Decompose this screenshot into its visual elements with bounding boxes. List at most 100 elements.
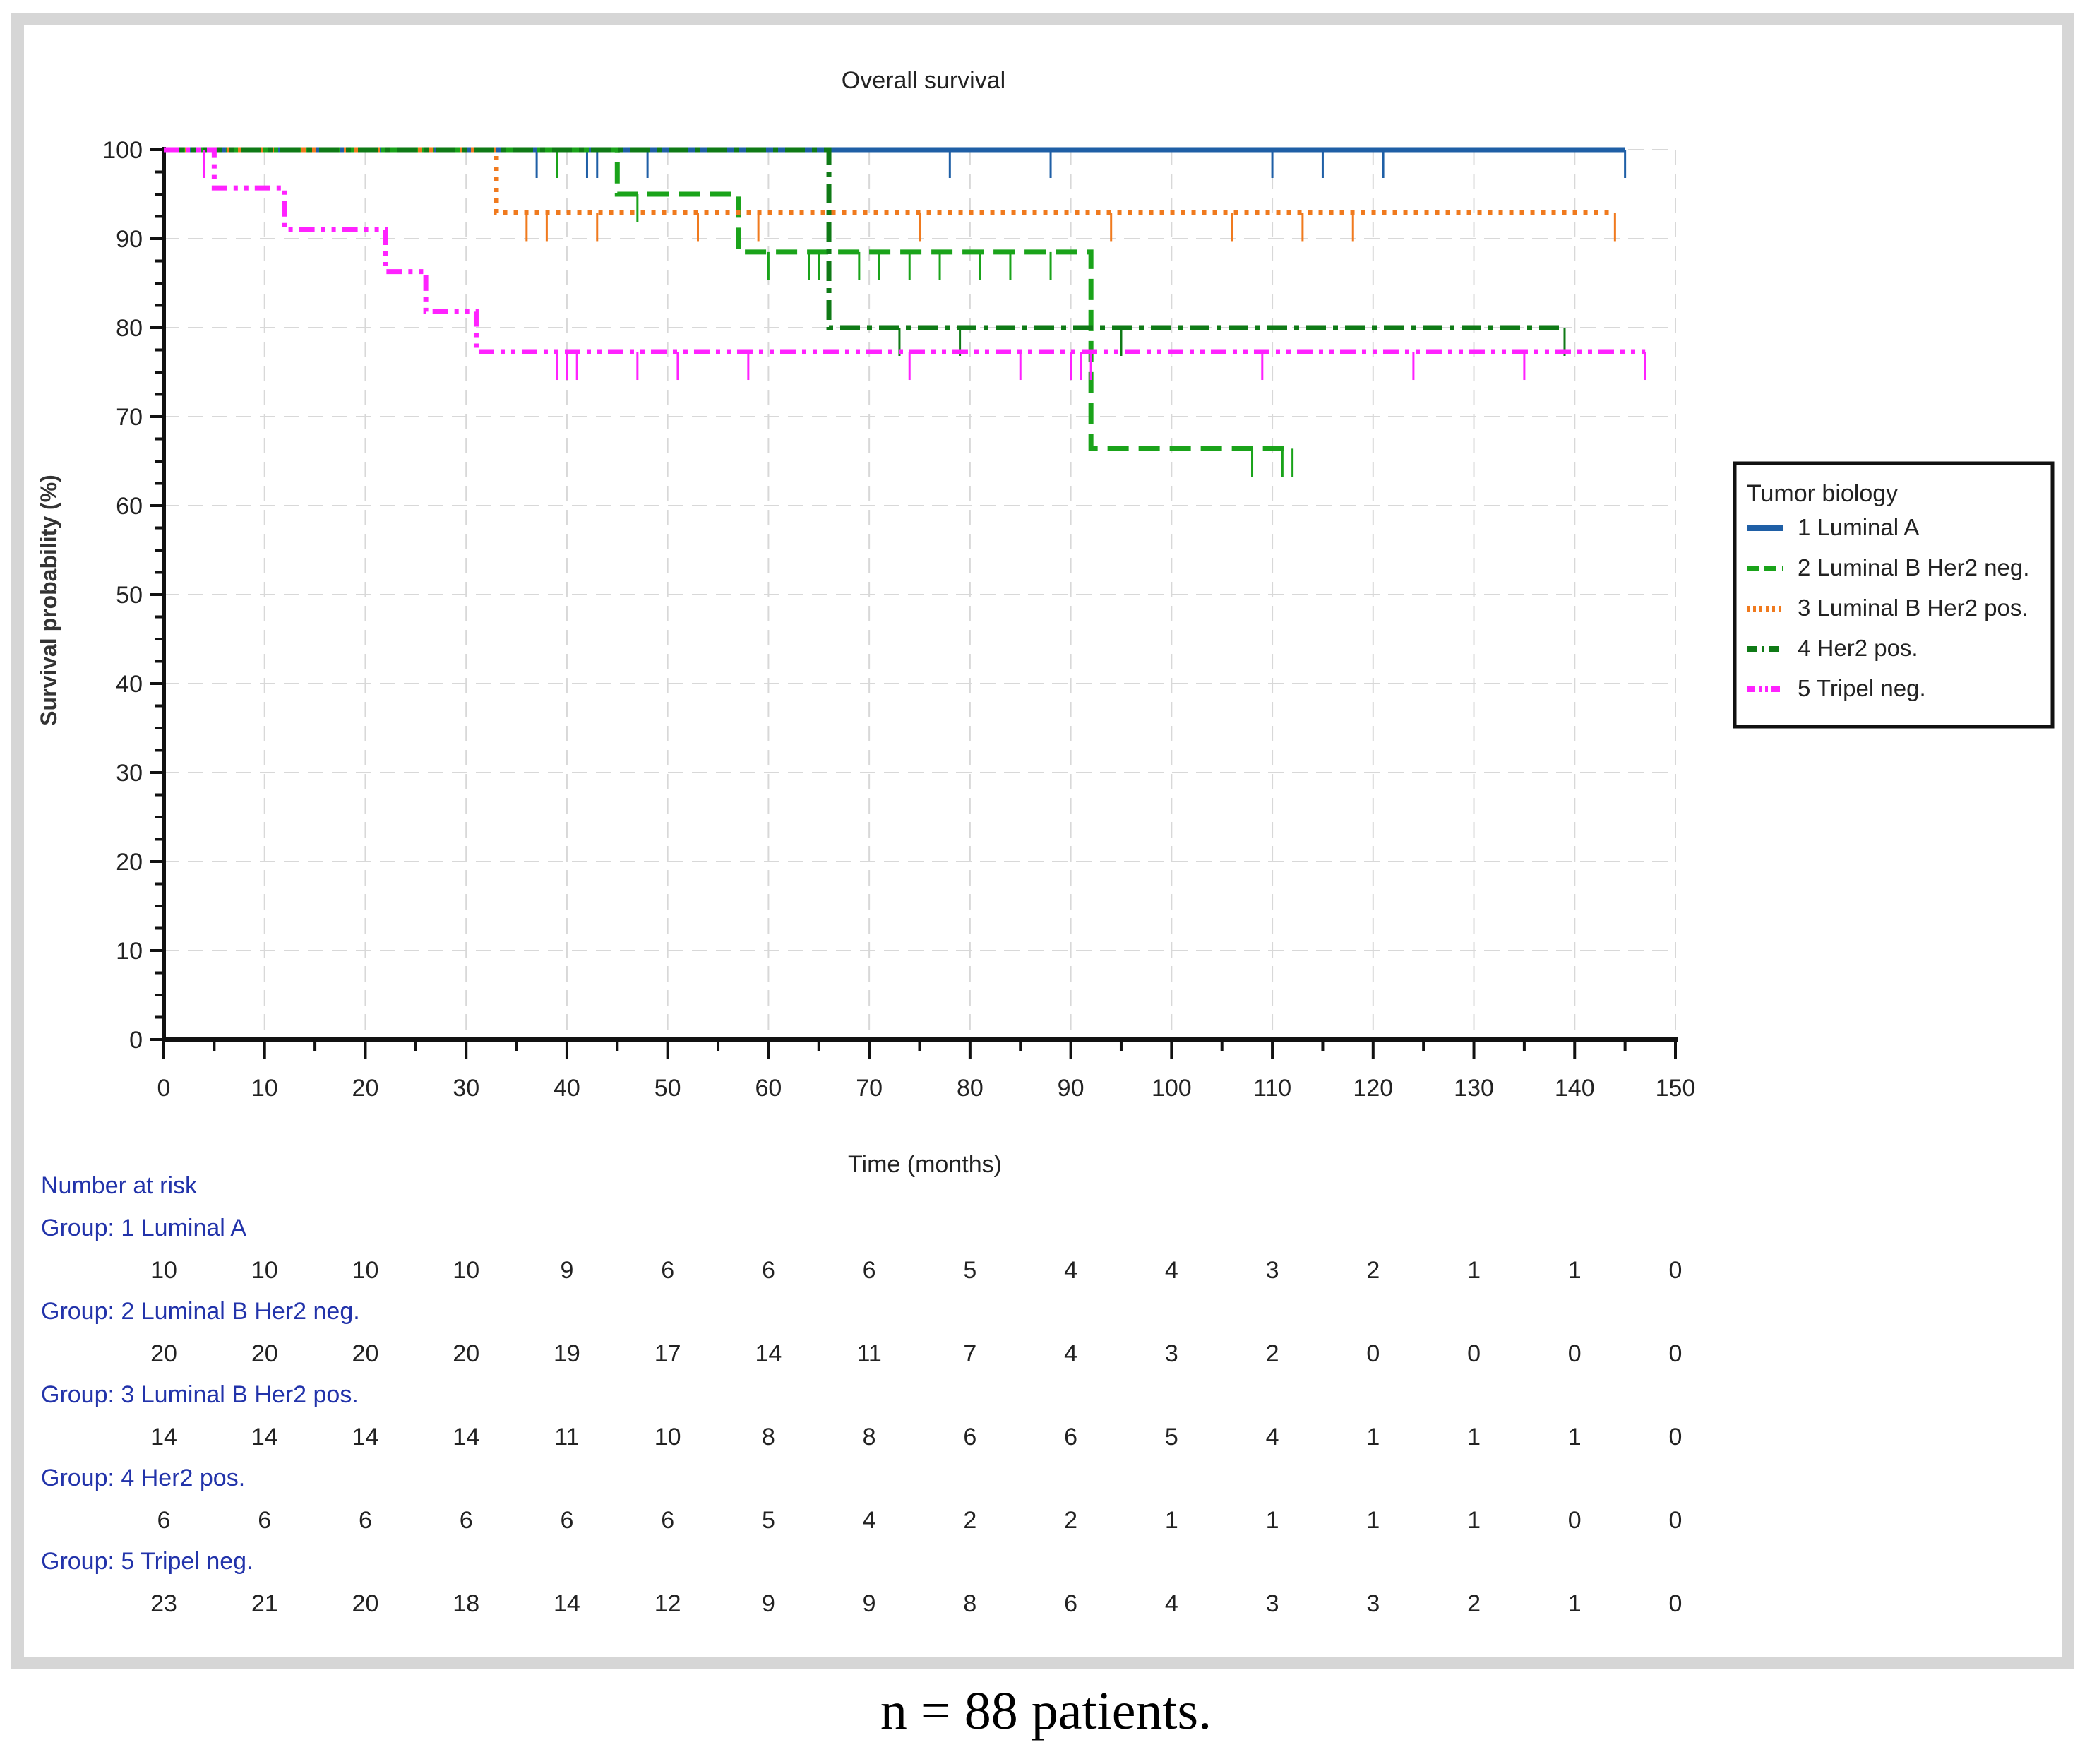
series-5 <box>164 150 1645 380</box>
risk-count: 4 <box>1064 1257 1077 1284</box>
series-lines <box>164 150 1645 477</box>
y-axis-label: Survival probability (%) <box>36 475 61 726</box>
x-tick-label: 30 <box>453 1075 479 1102</box>
risk-count: 8 <box>762 1424 775 1450</box>
risk-count: 1 <box>1165 1507 1178 1534</box>
y-tick-label: 100 <box>102 137 143 164</box>
risk-count: 18 <box>453 1590 479 1617</box>
legend-title: Tumor biology <box>1747 480 1898 507</box>
y-tick-label: 0 <box>129 1027 143 1054</box>
risk-count: 6 <box>1064 1590 1077 1617</box>
risk-count: 2 <box>963 1507 976 1534</box>
risk-count: 3 <box>1366 1590 1380 1617</box>
x-tick-label: 150 <box>1656 1075 1696 1102</box>
grid <box>164 150 1675 1039</box>
risk-count: 6 <box>963 1424 976 1450</box>
risk-count: 4 <box>1266 1424 1279 1450</box>
risk-count: 19 <box>554 1340 580 1367</box>
risk-count: 6 <box>1064 1424 1077 1450</box>
risk-count: 14 <box>554 1590 580 1617</box>
risk-count: 2 <box>1366 1257 1380 1284</box>
risk-count: 0 <box>1568 1507 1582 1534</box>
risk-count: 6 <box>661 1507 674 1534</box>
risk-count: 1 <box>1568 1590 1582 1617</box>
risk-count: 10 <box>251 1257 278 1284</box>
risk-count: 12 <box>655 1590 681 1617</box>
x-tick-label: 10 <box>251 1075 278 1102</box>
risk-count: 8 <box>963 1590 976 1617</box>
risk-count: 6 <box>157 1507 171 1534</box>
risk-count: 4 <box>1165 1257 1178 1284</box>
x-tick-label: 140 <box>1555 1075 1595 1102</box>
risk-count: 11 <box>856 1340 881 1367</box>
x-axis-label: Time (months) <box>848 1151 1002 1178</box>
risk-count: 20 <box>150 1340 177 1367</box>
legend-label: 3 Luminal B Her2 pos. <box>1798 595 2028 621</box>
y-tick-label: 80 <box>116 315 143 342</box>
x-tick-label: 130 <box>1454 1075 1494 1102</box>
risk-count: 0 <box>1669 1257 1682 1284</box>
series-line <box>164 150 1293 448</box>
risk-count: 0 <box>1366 1340 1380 1367</box>
risk-count: 0 <box>1669 1590 1682 1617</box>
risk-count: 0 <box>1669 1507 1682 1534</box>
legend-label: 1 Luminal A <box>1798 514 1919 540</box>
risk-count: 4 <box>863 1507 876 1534</box>
y-tick-label: 10 <box>116 938 143 965</box>
y-tick-label: 70 <box>116 404 143 431</box>
y-tick-label: 50 <box>116 582 143 609</box>
x-tick-label: 90 <box>1058 1075 1084 1102</box>
survival-chart: Overall survival 01020304050607080901000… <box>0 0 2092 1667</box>
risk-count: 10 <box>453 1257 479 1284</box>
risk-count: 6 <box>762 1257 775 1284</box>
series-line <box>164 150 1615 213</box>
series-1 <box>164 150 1625 178</box>
x-tick-label: 60 <box>755 1075 782 1102</box>
series-2 <box>164 150 1293 477</box>
risk-count: 4 <box>1064 1340 1077 1367</box>
x-tick-label: 80 <box>957 1075 984 1102</box>
legend: Tumor biology 1 Luminal A 2 Luminal B Her… <box>1735 463 2052 727</box>
risk-count: 10 <box>150 1257 177 1284</box>
risk-group-label: Group: 2 Luminal B Her2 neg. <box>41 1298 360 1325</box>
y-tick-label: 30 <box>116 760 143 787</box>
series-4 <box>164 150 1565 356</box>
risk-count: 20 <box>352 1340 379 1367</box>
risk-count: 3 <box>1165 1340 1178 1367</box>
risk-table: Group: 1 Luminal A10 10 10 10 9 6 6 6 5 4 4 3 2 1 1 0Gr… <box>41 1215 1682 1617</box>
risk-count: 17 <box>655 1340 681 1367</box>
x-tick-label: 70 <box>856 1075 883 1102</box>
x-tick-label: 120 <box>1353 1075 1393 1102</box>
risk-count: 14 <box>755 1340 782 1367</box>
risk-count: 0 <box>1467 1340 1481 1367</box>
risk-count: 9 <box>762 1590 775 1617</box>
risk-count: 20 <box>453 1340 479 1367</box>
chart-title: Overall survival <box>842 67 1005 94</box>
y-tick-label: 40 <box>116 671 143 698</box>
risk-count: 14 <box>150 1424 177 1450</box>
risk-count: 23 <box>150 1590 177 1617</box>
risk-count: 3 <box>1266 1590 1279 1617</box>
legend-label: 2 Luminal B Her2 neg. <box>1798 554 2029 580</box>
risk-count: 7 <box>963 1340 976 1367</box>
risk-count: 9 <box>863 1590 876 1617</box>
risk-count: 10 <box>352 1257 379 1284</box>
risk-count: 20 <box>251 1340 278 1367</box>
x-tick-label: 50 <box>655 1075 681 1102</box>
risk-count: 1 <box>1568 1424 1582 1450</box>
risk-count: 1 <box>1467 1424 1481 1450</box>
risk-count: 6 <box>258 1507 271 1534</box>
risk-count: 0 <box>1568 1340 1582 1367</box>
risk-count: 3 <box>1266 1257 1279 1284</box>
risk-count: 9 <box>560 1257 573 1284</box>
risk-count: 6 <box>359 1507 372 1534</box>
risk-count: 10 <box>655 1424 681 1450</box>
risk-count: 5 <box>1165 1424 1178 1450</box>
risk-count: 20 <box>352 1590 379 1617</box>
risk-group-label: Group: 3 Luminal B Her2 pos. <box>41 1381 359 1408</box>
risk-count: 1 <box>1366 1424 1380 1450</box>
risk-count: 14 <box>453 1424 479 1450</box>
x-tick-label: 110 <box>1253 1075 1291 1102</box>
risk-count: 2 <box>1266 1340 1279 1367</box>
y-tick-label: 60 <box>116 493 143 520</box>
